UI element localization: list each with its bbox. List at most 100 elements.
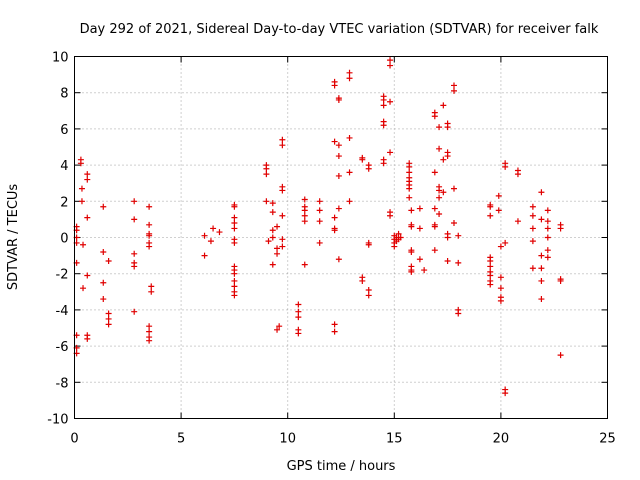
data-point [346,198,353,205]
data-point [408,248,415,255]
data-point [497,274,504,281]
data-point [487,281,494,288]
y-tick-label: -6 [56,340,69,355]
data-point [380,160,387,167]
data-point [279,212,286,219]
data-point [105,321,112,328]
data-point [301,218,308,225]
data-point [346,169,353,176]
data-point [105,258,112,265]
data-point [146,323,153,330]
data-point [365,286,372,293]
data-point [100,203,107,210]
data-point [450,220,457,227]
y-tick-label: 4 [60,159,68,174]
y-tick-label: 2 [60,195,68,210]
data-point [529,265,536,272]
data-point [380,122,387,129]
data-point [263,198,270,205]
data-point [331,328,338,335]
data-point [397,234,404,241]
data-point [431,113,438,120]
data-point [387,62,394,69]
data-point [365,241,372,248]
data-point [335,142,342,149]
data-point [436,194,443,201]
data-point [231,283,238,290]
data-point [497,243,504,250]
data-point [416,256,423,263]
y-axis-label: SDTVAR / TECUs [6,184,21,291]
data-point [295,330,302,337]
data-point [231,239,238,246]
data-point [431,247,438,254]
data-point [279,243,286,250]
data-point [450,185,457,192]
data-point [487,212,494,219]
y-tick-label: 10 [52,51,69,66]
data-point [538,189,545,196]
x-axis-label: GPS time / hours [287,459,396,474]
data-point [100,296,107,303]
data-point [436,210,443,217]
data-point [416,225,423,232]
data-point [335,256,342,263]
data-point [105,310,112,317]
data-point [331,138,338,145]
data-point [331,321,338,328]
x-tick-label: 20 [493,432,510,447]
data-point [346,134,353,141]
data-point [444,234,451,241]
data-point [431,169,438,176]
data-point [146,328,153,335]
y-tick-label: 8 [60,87,68,102]
data-point [529,238,536,245]
data-point [269,227,276,234]
x-tick-label: 10 [279,432,296,447]
y-tick-label: -10 [47,413,68,428]
data-point [316,218,323,225]
data-point [316,198,323,205]
data-point [455,310,462,317]
data-point [269,200,276,207]
data-point [514,171,521,178]
data-point [146,221,153,228]
data-point [380,96,387,103]
data-point [274,223,281,230]
data-point [497,297,504,304]
data-point [502,239,509,246]
data-point [440,189,447,196]
data-point [431,223,438,230]
data-point [295,314,302,321]
data-points [73,57,564,397]
data-point [557,277,564,284]
data-point [84,171,91,178]
data-point [544,234,551,241]
data-point [105,315,112,322]
data-point [331,227,338,234]
data-point [538,216,545,223]
y-tick-label: -2 [56,268,69,283]
data-point [146,232,153,239]
data-point [487,258,494,265]
data-point [544,254,551,261]
data-point [406,185,413,192]
data-point [301,207,308,214]
data-point [502,390,509,397]
data-point [276,323,283,330]
data-point [210,225,217,232]
data-point [408,223,415,230]
data-point [279,142,286,149]
data-point [78,198,85,205]
data-point [231,214,238,221]
data-point [84,176,91,183]
data-point [77,160,84,167]
data-point [529,212,536,219]
data-point [538,296,545,303]
data-point [538,277,545,284]
data-point [387,149,394,156]
data-point [544,225,551,232]
data-point [335,172,342,179]
data-point [444,153,451,160]
data-point [365,165,372,172]
